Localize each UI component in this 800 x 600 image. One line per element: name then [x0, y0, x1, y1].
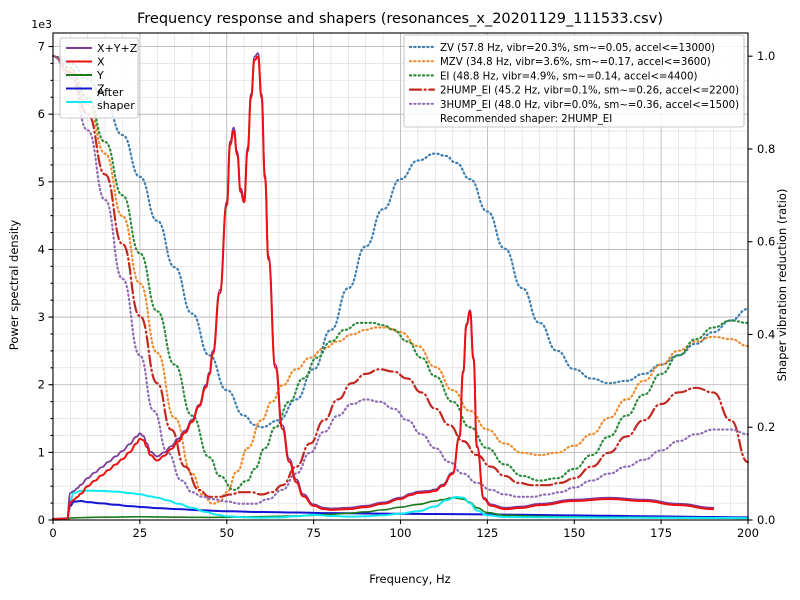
legend-label-2hump_ei[interactable]: 2HUMP_EI (45.2 Hz, vibr=0.1%, sm~=0.26, …	[440, 86, 739, 97]
y-tick-label: 6	[38, 107, 45, 121]
y-axis-label: Power spectral density	[7, 220, 21, 351]
legend-label[interactable]: After	[97, 86, 124, 99]
shaper-curve-3hump_ei	[51, 55, 750, 505]
y-tick-label-right: 0.2	[757, 420, 775, 434]
y-axis-right-label: Shaper vibration reduction (ratio)	[775, 189, 789, 382]
y-tick-label-right: 0.6	[757, 235, 775, 249]
legend-label[interactable]: Y	[96, 69, 104, 82]
y-tick-label: 7	[38, 40, 45, 54]
psd-curve-z	[52, 500, 749, 521]
y-tick-label: 0	[38, 513, 45, 527]
axes: 0 25 50 75 100 125 150 175 200 0 1 2 3 4 5 6 7 0.0 0.2 0.4 0…	[38, 32, 775, 540]
data-curves	[51, 52, 750, 521]
psd-curve-x	[52, 55, 715, 520]
y-tick-label-right: 0.0	[757, 513, 775, 527]
x-tick-label: 200	[737, 526, 759, 540]
legend-psd-box	[59, 37, 139, 119]
x-tick-label: 25	[133, 526, 148, 540]
legend-label-mzv[interactable]: MZV (34.8 Hz, vibr=3.6%, sm~=0.17, accel…	[440, 57, 711, 68]
legend-label-zv[interactable]: ZV (57.8 Hz, vibr=20.3%, sm~=0.05, accel…	[440, 43, 715, 54]
recommended-shaper-note: Recommended shaper: 2HUMP_EI	[440, 114, 612, 125]
x-tick-label: 100	[390, 526, 412, 540]
psd-curve-after-shaper	[52, 489, 749, 521]
legend-label-ei[interactable]: EI (48.8 Hz, vibr=4.9%, sm~=0.14, accel<…	[440, 71, 697, 82]
legend-label[interactable]: X+Y+Z	[97, 42, 138, 55]
y-axis-multiplier: 1e3	[31, 18, 52, 31]
y-tick-label: 4	[38, 242, 45, 256]
y-tick-label: 2	[38, 378, 45, 392]
legend-label[interactable]: X	[97, 56, 105, 69]
shaper-curve-2hump_ei	[51, 55, 750, 498]
x-tick-label: 0	[49, 526, 56, 540]
y-tick-label-right: 0.4	[757, 327, 775, 341]
psd-curve-y	[52, 496, 749, 521]
y-tick-label-right: 0.8	[757, 142, 775, 156]
shaper-curve-ei	[51, 55, 750, 491]
chart-title: Frequency response and shapers (resonanc…	[137, 11, 663, 27]
x-tick-label: 50	[219, 526, 234, 540]
shaper-curve-mzv	[51, 55, 750, 505]
x-tick-label: 125	[476, 526, 498, 540]
x-tick-label: 75	[306, 526, 321, 540]
y-tick-label-right: 1.0	[757, 49, 775, 63]
x-tick-label: 175	[650, 526, 672, 540]
x-tick-label: 150	[563, 526, 585, 540]
legend-label[interactable]: Z	[97, 83, 105, 96]
legend-label-3hump_ei[interactable]: 3HUMP_EI (48.0 Hz, vibr=0.0%, sm~=0.36, …	[440, 100, 739, 111]
x-axis-label: Frequency, Hz	[369, 572, 450, 586]
y-tick-label: 3	[38, 310, 45, 324]
y-tick-label: 5	[38, 175, 45, 189]
legend-shapers-box	[403, 34, 745, 128]
legend-shapers[interactable]: ZV (57.8 Hz, vibr=20.3%, sm~=0.05, accel…	[403, 34, 745, 128]
legend-label[interactable]: shaper	[97, 99, 135, 112]
y-tick-label: 1	[38, 445, 45, 459]
shaper-curve-zv	[51, 55, 750, 429]
